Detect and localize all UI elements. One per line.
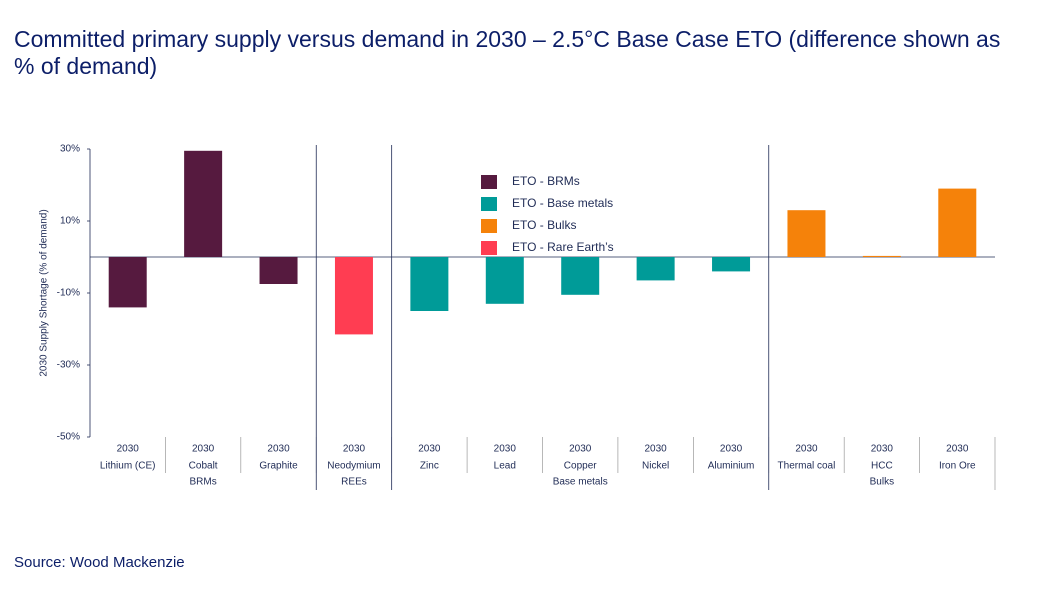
chart-title: Committed primary supply versus demand i…: [14, 26, 1001, 79]
x-tick-year: 2030: [494, 444, 517, 455]
x-tick-year: 2030: [192, 444, 215, 455]
legend-label: ETO - Base metals: [512, 196, 613, 210]
bar: [712, 257, 751, 272]
legend-swatch: [481, 219, 497, 233]
x-tick-year: 2030: [720, 444, 743, 455]
x-tick-year: 2030: [117, 444, 140, 455]
y-tick-label: -30%: [57, 360, 80, 371]
y-axis-label: 2030 Supply Shortage (% of demand): [39, 209, 50, 376]
y-tick-label: 30%: [60, 144, 80, 155]
group-label: REEs: [341, 477, 367, 488]
source: Source: Wood Mackenzie: [14, 554, 185, 571]
x-tick-label: Nickel: [642, 461, 669, 472]
x-tick-year: 2030: [418, 444, 441, 455]
legend-label: ETO - Bulks: [512, 218, 576, 232]
group-label: Bulks: [870, 477, 894, 488]
x-tick-label: Iron Ore: [939, 461, 976, 472]
bar: [636, 257, 675, 281]
x-tick-label: Graphite: [259, 461, 298, 472]
x-tick-label: Zinc: [420, 461, 439, 472]
x-tick-label: Lithium (CE): [100, 461, 156, 472]
x-tick-year: 2030: [795, 444, 818, 455]
x-tick-label: Copper: [564, 461, 597, 472]
x-tick-year: 2030: [645, 444, 668, 455]
y-tick-label: -50%: [57, 432, 80, 443]
legend-swatch: [481, 175, 497, 189]
x-tick-label: Cobalt: [189, 461, 218, 472]
bar: [862, 255, 901, 257]
bar: [108, 257, 147, 308]
x-tick-label: HCC: [871, 461, 893, 472]
x-tick-label: Lead: [494, 461, 516, 472]
legend-swatch: [481, 197, 497, 211]
bar: [410, 257, 449, 311]
x-tick-year: 2030: [569, 444, 592, 455]
bar: [787, 210, 826, 257]
legend-label: ETO - Rare Earth’s: [512, 240, 614, 254]
x-tick-label: Thermal coal: [778, 461, 836, 472]
bar: [938, 188, 977, 257]
y-tick-label: -10%: [57, 288, 80, 299]
bar: [561, 257, 600, 295]
bar: [184, 150, 223, 257]
y-tick-label: 10%: [60, 216, 80, 227]
group-label: Base metals: [553, 477, 608, 488]
x-tick-year: 2030: [871, 444, 894, 455]
legend-label: ETO - BRMs: [512, 174, 580, 188]
x-tick-year: 2030: [343, 444, 366, 455]
x-tick-year: 2030: [946, 444, 969, 455]
group-label: BRMs: [190, 477, 217, 488]
x-tick-year: 2030: [267, 444, 290, 455]
x-tick-label: Neodymium: [327, 461, 380, 472]
x-tick-label: Aluminium: [708, 461, 755, 472]
bar: [485, 257, 524, 304]
legend-swatch: [481, 241, 497, 255]
bar: [259, 257, 298, 284]
bar: [334, 257, 373, 335]
